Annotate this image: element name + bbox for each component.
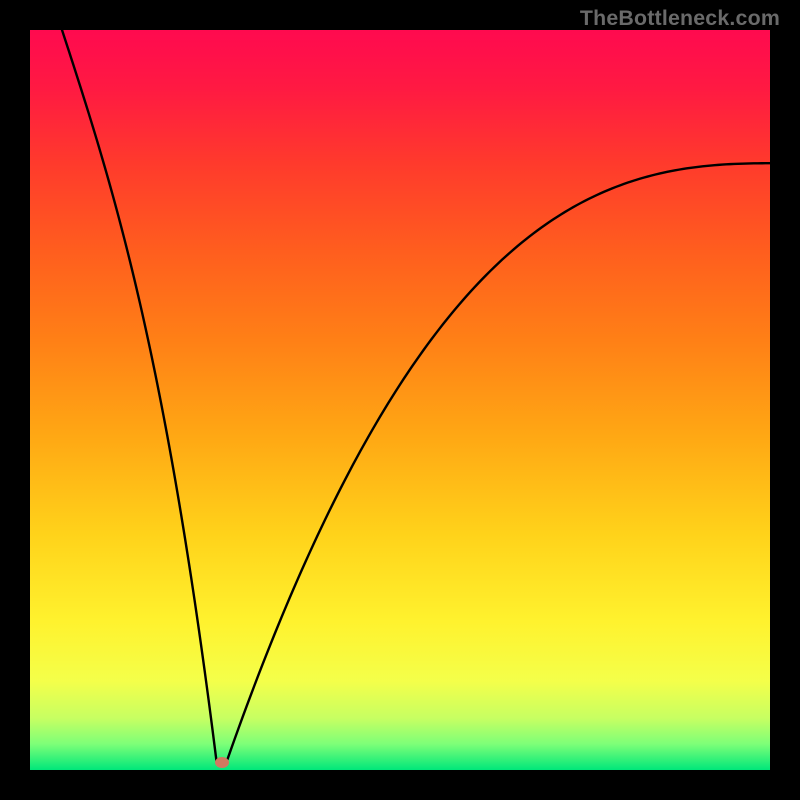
bottleneck-curve xyxy=(60,30,770,764)
plot-area xyxy=(30,30,770,770)
chart-stage: TheBottleneck.com xyxy=(0,0,800,800)
min-marker xyxy=(215,757,229,768)
watermark-text: TheBottleneck.com xyxy=(580,6,780,31)
curve-svg xyxy=(30,30,770,770)
